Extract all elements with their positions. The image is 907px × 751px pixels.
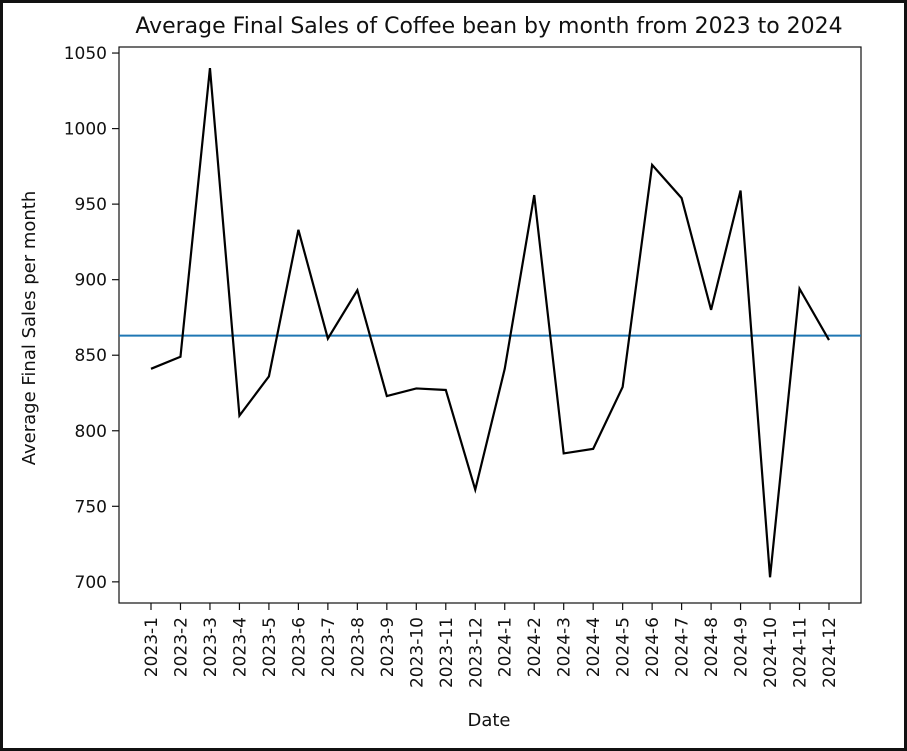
chart-title: Average Final Sales of Coffee bean by mo… (135, 14, 842, 39)
sales-series-line-1 (150, 68, 830, 578)
x-tick-label: 2023-12 (466, 617, 486, 688)
x-tick-label: 2024-10 (761, 617, 781, 688)
x-tick-label: 2024-4 (584, 617, 604, 677)
x-tick-label: 2024-9 (732, 617, 752, 677)
y-axis-label: Average Final Sales per month (19, 191, 40, 466)
line-chart: Average Final Sales of Coffee bean by mo… (19, 14, 862, 731)
plot-area: 700 750 800 850 900 950 1000 1050 2023-1 2023-2 20… (64, 44, 862, 688)
y-tick-label: 850 (75, 346, 107, 366)
x-tick-label: 2024-12 (820, 617, 840, 688)
x-tick-label: 2024-3 (555, 617, 575, 677)
x-tick-label: 2023-7 (319, 617, 339, 677)
x-tick-label: 2023-11 (437, 617, 457, 688)
x-tick-label: 2023-6 (289, 617, 309, 677)
x-tick-label: 2024-6 (643, 617, 663, 677)
x-tick-label: 2023-5 (260, 617, 280, 677)
y-tick-label: 700 (75, 573, 107, 593)
x-tick-label: 2024-8 (702, 617, 722, 677)
plot-border (118, 46, 862, 604)
y-tick-label: 900 (75, 271, 107, 291)
x-tick-label: 2023-8 (348, 617, 368, 677)
x-tick-label: 2023-9 (378, 617, 398, 677)
x-tick-label: 2024-5 (614, 617, 634, 677)
x-tick-label: 2023-4 (230, 617, 250, 677)
x-tick-label: 2023-3 (201, 617, 221, 677)
y-tick-label: 750 (75, 497, 107, 517)
y-tick-label: 800 (75, 422, 107, 442)
y-tick-label: 1000 (64, 120, 107, 140)
y-tick-label: 950 (75, 195, 107, 215)
x-tick-label: 2023-1 (142, 617, 162, 677)
y-tick-label: 1050 (64, 44, 107, 64)
x-axis-label: Date (467, 710, 510, 731)
x-tick-label: 2023-10 (407, 617, 427, 688)
x-tick-label: 2024-2 (525, 617, 545, 677)
x-tick-label: 2024-7 (673, 617, 693, 677)
x-tick-label: 2024-11 (791, 617, 811, 688)
x-tick-label: 2024-1 (496, 617, 516, 677)
x-tick-label: 2023-2 (171, 617, 191, 677)
